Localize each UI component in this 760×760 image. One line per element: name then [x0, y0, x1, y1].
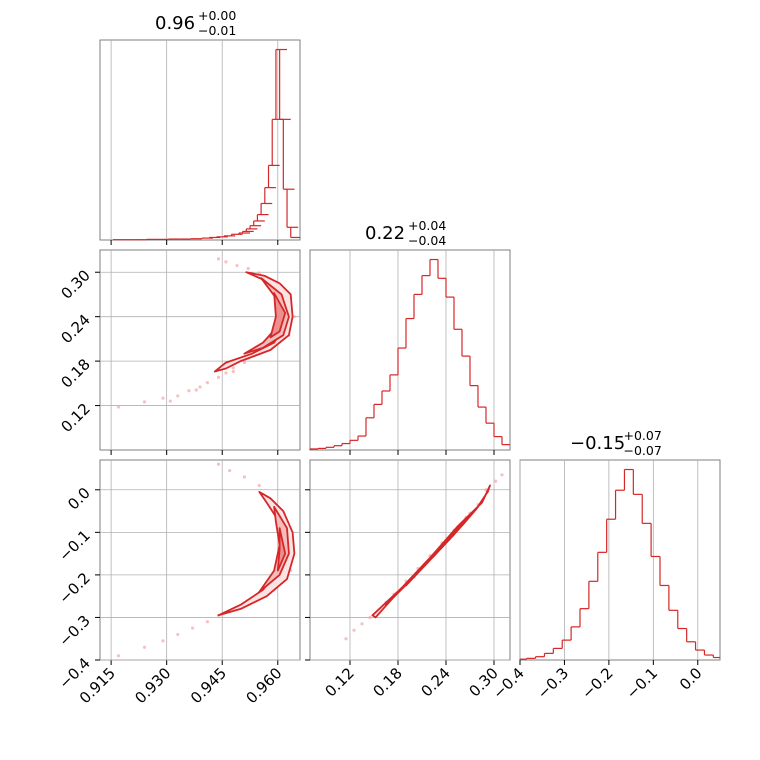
- contour-2-1-sample-point: [360, 622, 364, 626]
- hist-1-1-title-lower-error: −0.04: [408, 233, 446, 248]
- contour-2-1-sample-point: [368, 615, 372, 620]
- hist-2-2-title-lower-error: −0.07: [624, 443, 662, 458]
- contour-2-1-xtick-label: 0.12: [321, 664, 357, 700]
- hist-2-2-xtick-label: −0.3: [534, 664, 572, 702]
- contour-2-0-xtick-label: 0.945: [187, 664, 230, 707]
- contour-2-0-sample-point: [242, 475, 247, 479]
- contour-2-1-level-1: [371, 484, 491, 619]
- contour-2-1-level-2: [385, 505, 479, 606]
- hist-2-2-xtick-label: −0.1: [623, 664, 661, 702]
- contour-1-0-sample-point: [194, 388, 198, 392]
- contour-1-0-sample-point: [168, 399, 172, 403]
- contour-2-1-sample-point: [494, 479, 498, 483]
- contour-2-0-sample-point: [228, 469, 232, 473]
- hist-1-1-title-upper-error: +0.04: [408, 218, 446, 233]
- contour-1-0-sample-point: [216, 257, 221, 261]
- hist-2-2-title-value: −0.15: [570, 433, 625, 454]
- contour-2-0-level-2: [258, 505, 290, 593]
- contour-1-0-frame: [99, 249, 301, 451]
- contour-1-0-sample-point: [198, 385, 202, 389]
- hist-1-1-frame: [309, 249, 511, 451]
- hist-0-0-frame: [99, 39, 301, 241]
- hist-0-0-title: 0.96 +0.00−0.01: [155, 8, 236, 38]
- contour-1-0-sample-point: [116, 405, 121, 409]
- contour-1-0-sample-point: [292, 315, 297, 319]
- contour-1-0-ytick-label: 0.18: [57, 355, 93, 391]
- hist-2-2-title: −0.15+0.07−0.07: [570, 428, 662, 458]
- contour-2-0-ytick-label: −0.1: [55, 526, 93, 564]
- contour-1-0-sample-point: [142, 400, 147, 404]
- contour-2-0-sample-point: [257, 483, 261, 488]
- hist-0-0-title-value: 0.96: [155, 13, 195, 34]
- contour-1-0-sample-point: [231, 369, 235, 374]
- contour-2-0-ytick-label: −0.2: [55, 569, 93, 607]
- contour-2-1-xtick-label: 0.24: [417, 664, 453, 700]
- contour-1-0-sample-point: [224, 260, 228, 264]
- hist-2-2-title-upper-error: +0.07: [624, 428, 662, 443]
- contour-1-0-sample-point: [187, 389, 191, 393]
- contour-2-0-xtick-label: 0.960: [243, 664, 286, 707]
- contour-2-0-ytick-label: −0.3: [55, 612, 93, 650]
- contour-2-0-ytick-label: 0.0: [64, 484, 94, 514]
- contour-1-0-sample-point: [246, 266, 250, 271]
- hist-2-2-xtick-label: 0.0: [676, 664, 706, 694]
- contour-2-0-sample-point: [190, 626, 195, 630]
- contour-2-0-sample-point: [176, 632, 180, 637]
- hist-1-1-title-value: 0.22: [365, 223, 405, 244]
- contour-1-0-sample-point: [176, 394, 180, 398]
- contour-2-0-sample-point: [116, 654, 121, 658]
- contour-2-0-sample-point: [205, 620, 210, 624]
- contour-1-0-ytick-label: 0.12: [57, 400, 93, 436]
- contour-1-0-sample-point: [242, 360, 247, 365]
- contour-2-1-sample-point: [344, 637, 348, 641]
- contour-1-0-sample-point: [161, 396, 165, 400]
- contour-1-0-level-3: [269, 292, 287, 339]
- hist-2-2-xtick-label: −0.2: [578, 664, 616, 702]
- contour-2-1-xtick-label: 0.18: [369, 664, 405, 700]
- contour-2-0-sample-point: [161, 639, 165, 643]
- contour-1-0-sample-point: [231, 366, 235, 370]
- hist-0-0-title-lower-error: −0.01: [198, 23, 236, 38]
- contour-2-1-sample-point: [500, 473, 504, 477]
- hist-1-1-title: 0.22 +0.04−0.04: [365, 218, 446, 248]
- contour-2-0-level-3: [276, 527, 287, 572]
- contour-1-0-sample-point: [224, 371, 228, 375]
- contour-2-1-sample-point: [352, 628, 356, 632]
- contour-2-0-sample-point: [216, 462, 221, 466]
- hist-0-0-title-upper-error: +0.00: [198, 8, 236, 23]
- contour-1-0-sample-point: [205, 380, 210, 385]
- contour-1-0-ytick-label: 0.24: [57, 311, 93, 347]
- contour-2-0-xtick-label: 0.930: [131, 664, 174, 707]
- contour-1-0-sample-point: [235, 263, 239, 268]
- contour-1-0-ytick-label: 0.30: [57, 266, 93, 302]
- contour-2-1-level-3: [405, 533, 455, 587]
- contour-2-0-sample-point: [142, 645, 147, 649]
- contour-1-0-sample-point: [216, 375, 221, 380]
